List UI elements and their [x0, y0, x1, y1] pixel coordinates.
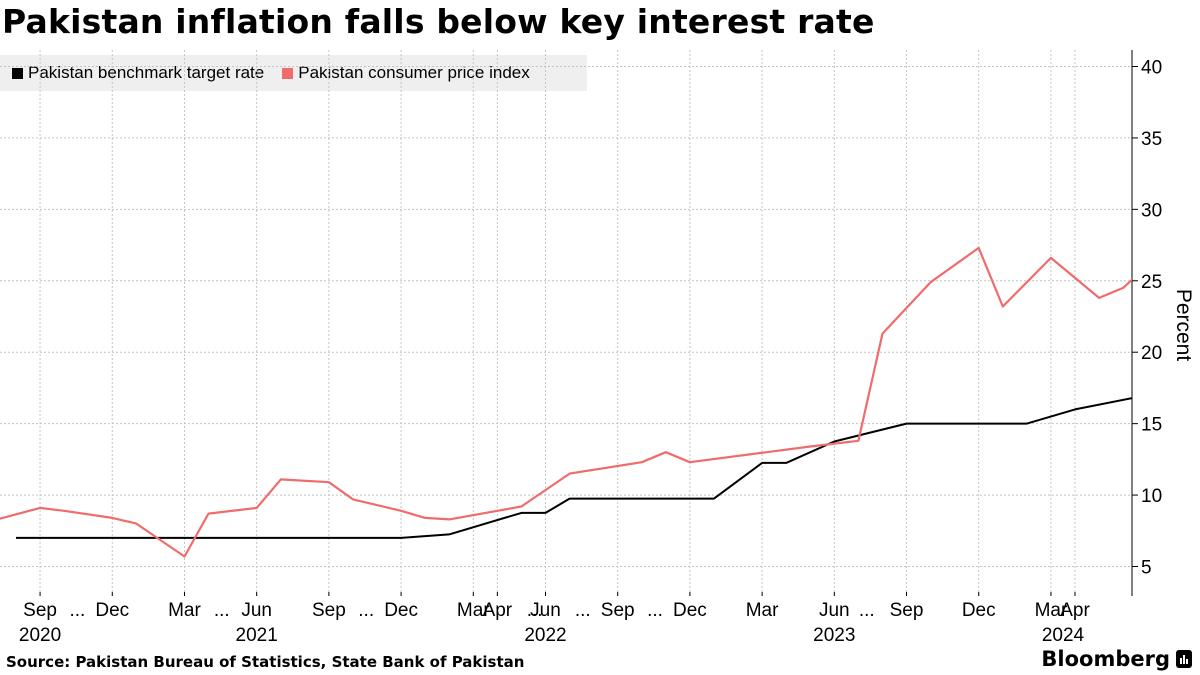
x-tick-label-11: ...: [527, 600, 543, 621]
brand-logo: Bloomberg: [1041, 647, 1192, 671]
x-tick-label-17: Mar: [746, 600, 779, 621]
legend: Pakistan benchmark target rate Pakistan …: [0, 55, 587, 91]
x-tick-label-3: Mar: [168, 600, 201, 621]
x-year-label-2023: 2023: [813, 625, 855, 646]
x-tick-label-22: Mar: [1035, 600, 1068, 621]
x-tick-label-23: Apr: [1060, 600, 1090, 621]
x-tick-label-4: ...: [214, 600, 230, 621]
x-year-label-2020: 2020: [19, 625, 61, 646]
x-tick-label-7: ...: [358, 600, 374, 621]
x-tick-label-2: Dec: [95, 600, 129, 621]
x-tick-label-18: Jun: [819, 600, 850, 621]
legend-item-cpi: Pakistan consumer price index: [282, 63, 530, 83]
y-axis-title: Percent: [1172, 289, 1195, 362]
y-tick-label-20: 20: [1141, 343, 1162, 364]
x-tick-label-0: Sep: [23, 600, 57, 621]
x-tick-label-5: Jun: [241, 600, 272, 621]
x-tick-label-14: Sep: [601, 600, 635, 621]
x-tick-label-21: Dec: [962, 600, 996, 621]
brand-name: Bloomberg: [1041, 647, 1170, 671]
y-tick-label-5: 5: [1141, 558, 1152, 579]
legend-swatch-cpi: [282, 67, 294, 79]
legend-item-target-rate: Pakistan benchmark target rate: [12, 63, 264, 83]
x-year-label-2022: 2022: [524, 625, 566, 646]
x-tick-label-16: Dec: [673, 600, 707, 621]
x-tick-label-12: Jun: [530, 600, 561, 621]
x-tick-label-20: Sep: [890, 600, 924, 621]
x-tick-label-10: Apr: [483, 600, 513, 621]
series-line-cpi: [0, 246, 1132, 558]
chart-title: Pakistan inflation falls below key inter…: [2, 2, 875, 41]
x-year-label-2021: 2021: [236, 625, 278, 646]
x-tick-label-15: ...: [647, 600, 663, 621]
y-tick-label-30: 30: [1141, 200, 1162, 221]
legend-label-cpi: Pakistan consumer price index: [298, 63, 530, 82]
y-tick-label-10: 10: [1141, 486, 1162, 507]
y-tick-label-25: 25: [1141, 272, 1162, 293]
source-note: Source: Pakistan Bureau of Statistics, S…: [6, 653, 525, 671]
y-tick-label-40: 40: [1141, 58, 1162, 79]
x-tick-label-19: ...: [859, 600, 875, 621]
x-tick-label-13: ...: [575, 600, 591, 621]
x-tick-label-9: Mar: [457, 600, 490, 621]
bloomberg-terminal-icon: [1176, 650, 1192, 668]
series-line-target-rate: [16, 397, 1132, 539]
x-tick-label-6: Sep: [312, 600, 346, 621]
y-tick-label-15: 15: [1141, 415, 1162, 436]
x-tick-label-8: Dec: [384, 600, 418, 621]
x-year-label-2024: 2024: [1042, 625, 1085, 646]
x-tick-label-1: ...: [69, 600, 85, 621]
y-tick-label-35: 35: [1141, 129, 1162, 150]
legend-label-target-rate: Pakistan benchmark target rate: [28, 63, 265, 82]
legend-swatch-target-rate: [12, 67, 23, 79]
